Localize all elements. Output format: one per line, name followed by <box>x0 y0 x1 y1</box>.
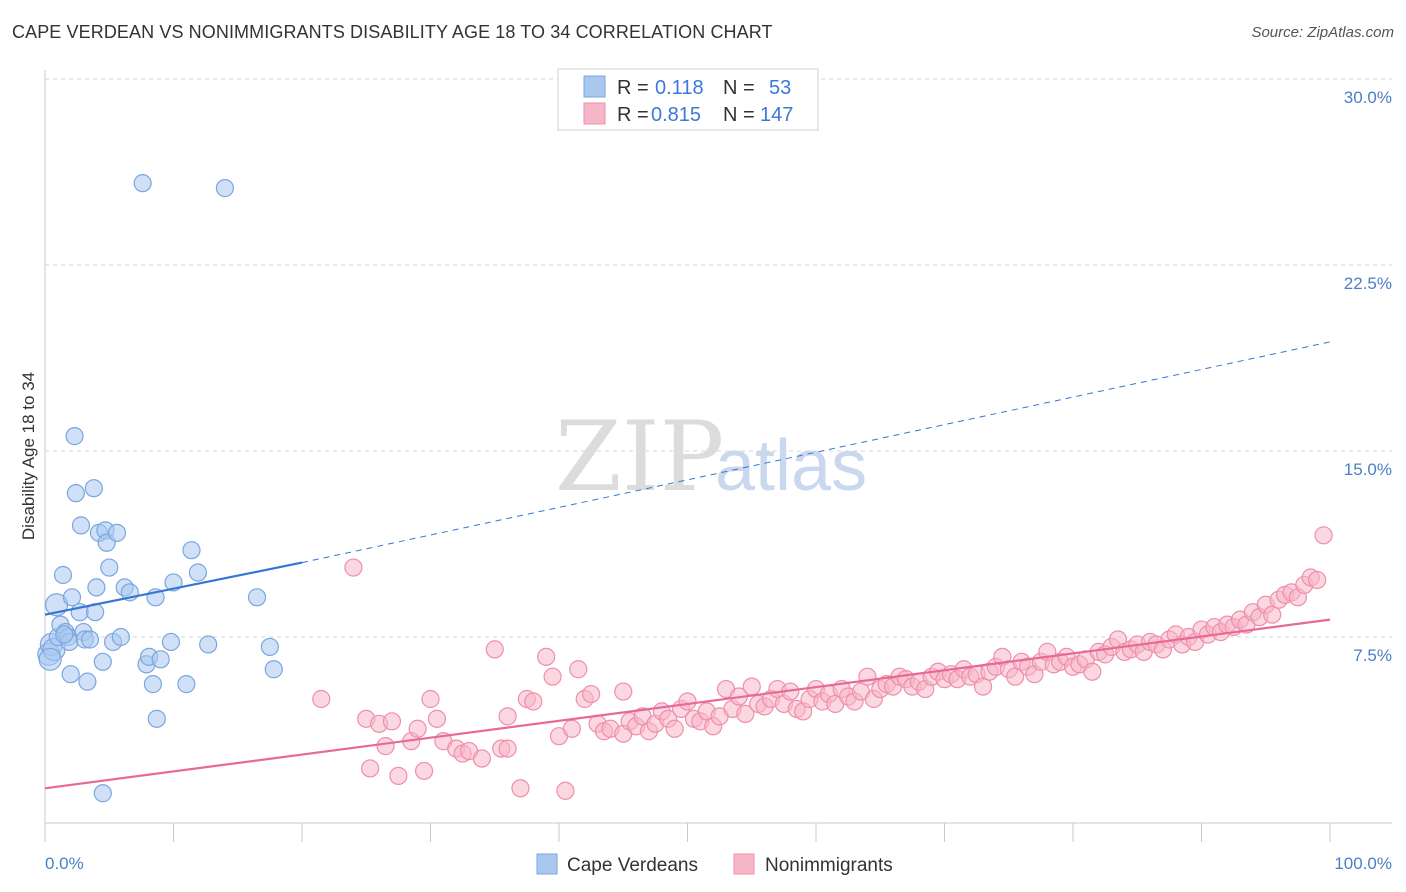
axes <box>44 70 1392 824</box>
data-point <box>382 712 402 731</box>
legend-top: R = 0.118 N = 53 R = 0.815 N = 147 <box>557 68 819 131</box>
data-point <box>161 632 181 652</box>
legend-swatch-blue <box>583 75 606 98</box>
data-point <box>147 709 166 728</box>
data-point <box>264 660 283 679</box>
legend-bottom-swatch-pink <box>733 853 755 875</box>
trend-line-nonimmigrants <box>44 618 1331 790</box>
data-point <box>71 516 91 535</box>
data-point <box>472 749 491 768</box>
data-point <box>569 660 588 679</box>
trend-lines <box>44 341 1331 790</box>
data-point <box>427 709 447 728</box>
data-point <box>582 684 601 704</box>
data-point <box>858 667 877 686</box>
watermark-zip: ZIP <box>555 401 724 513</box>
legend-n-value-1: 53 <box>769 77 791 99</box>
legend-bottom-label-blue: Cape Verdeans <box>567 855 698 876</box>
legend-bottom: Cape Verdeans Nonimmigrants <box>536 853 893 876</box>
data-point <box>485 640 504 659</box>
data-point <box>62 588 82 607</box>
legend-bottom-label-pink: Nonimmigrants <box>765 855 893 876</box>
y-tick-label: 7.5% <box>1353 646 1392 665</box>
data-point <box>511 779 530 798</box>
data-point <box>143 675 163 694</box>
data-point <box>678 692 697 711</box>
data-point <box>736 704 755 723</box>
data-point <box>421 689 440 709</box>
data-point <box>389 766 408 785</box>
data-point <box>498 707 517 726</box>
y-axis-label: Disability Age 18 to 34 <box>19 372 38 540</box>
data-point <box>344 558 363 577</box>
data-point <box>151 650 170 669</box>
gridlines <box>45 78 1392 638</box>
legend-bottom-swatch-blue <box>536 853 558 875</box>
data-point <box>361 759 380 778</box>
legend-r-label-1: R = <box>617 77 649 99</box>
data-point <box>65 427 84 446</box>
y-tick-label: 30.0% <box>1344 88 1392 107</box>
data-point <box>93 784 112 803</box>
data-point <box>66 484 85 503</box>
legend-r-value-1: 0.118 <box>655 77 704 99</box>
data-point <box>562 719 581 738</box>
data-point <box>111 627 130 647</box>
source-label: Source: ZipAtlas.com <box>1251 24 1394 41</box>
trend-line-cape-verdeans <box>44 561 303 616</box>
data-point <box>1308 570 1327 590</box>
data-point <box>260 637 279 657</box>
data-point <box>665 719 684 738</box>
data-point <box>1314 526 1333 545</box>
data-point <box>53 565 73 585</box>
data-point <box>1083 662 1102 681</box>
data-point <box>215 179 234 198</box>
data-point <box>498 739 517 758</box>
data-point <box>78 672 97 691</box>
x-tick-label-min: 0.0% <box>45 854 84 873</box>
data-point <box>100 558 119 577</box>
y-tick-labels: 7.5% 15.0% 22.5% 30.0% <box>1344 88 1392 665</box>
data-point <box>188 563 208 582</box>
data-point <box>87 578 106 597</box>
data-point <box>543 667 562 686</box>
data-point <box>524 692 543 711</box>
legend-swatch-pink <box>583 102 606 125</box>
chart-title: CAPE VERDEAN VS NONIMMIGRANTS DISABILITY… <box>12 22 773 42</box>
data-point <box>414 761 434 781</box>
data-point <box>614 682 633 701</box>
legend-r-label-2: R = <box>617 104 649 126</box>
legend-n-label-2: N = <box>723 104 755 126</box>
x-ticks <box>44 823 1331 842</box>
watermark-atlas: atlas <box>715 426 867 506</box>
data-point <box>61 665 80 684</box>
x-tick-label-max: 100.0% <box>1334 854 1392 873</box>
data-point <box>408 719 427 738</box>
data-point <box>199 635 218 654</box>
y-tick-label: 22.5% <box>1344 274 1392 293</box>
data-point <box>133 174 152 193</box>
data-point <box>84 479 103 498</box>
data-point <box>55 625 74 644</box>
data-point <box>247 588 267 607</box>
data-point <box>312 689 331 709</box>
data-point <box>537 647 556 666</box>
y-tick-label: 15.0% <box>1344 460 1392 479</box>
data-point <box>38 647 62 671</box>
data-point <box>177 675 196 694</box>
series-cape-verdeans <box>37 174 283 803</box>
series-nonimmigrants <box>312 526 1333 800</box>
legend-r-value-2: 0.815 <box>651 104 701 126</box>
data-point <box>376 737 395 756</box>
legend-n-value-2: 147 <box>760 104 793 126</box>
data-point <box>182 541 201 560</box>
data-point <box>93 652 112 671</box>
data-point <box>107 523 127 542</box>
data-point <box>80 630 100 649</box>
data-point <box>556 781 575 800</box>
legend-n-label-1: N = <box>723 77 755 99</box>
data-point <box>742 677 761 696</box>
